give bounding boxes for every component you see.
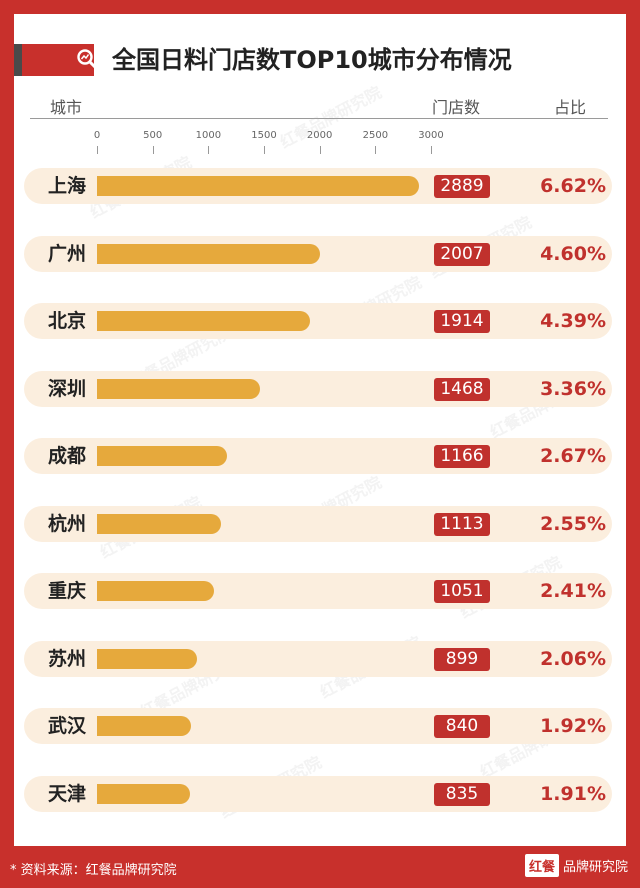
share-label: 3.36%: [540, 377, 606, 400]
share-label: 1.92%: [540, 715, 606, 737]
category-label: 成都: [48, 445, 87, 467]
x-tick-mark: [319, 146, 321, 154]
x-tick-label: 1000: [195, 130, 222, 141]
share-label: 1.91%: [540, 782, 606, 805]
value-label: 1914: [434, 310, 490, 333]
x-tick-mark: [431, 146, 432, 154]
chart-row: 广州 2007 4.60%: [24, 235, 612, 272]
x-tick-label: 500: [143, 130, 163, 141]
chart-row: 深圳 1468 3.36%: [24, 370, 612, 407]
x-tick-label: 1500: [251, 130, 277, 141]
bar: [97, 311, 311, 331]
value-label: 1113: [434, 512, 490, 536]
search-chart-icon: [77, 49, 98, 70]
chart-row: 重庆 1051 2.41%: [24, 573, 612, 609]
header-divider: [30, 118, 608, 119]
x-tick-mark: [97, 146, 98, 154]
category-label: 上海: [48, 175, 87, 197]
x-tick-mark: [208, 146, 210, 154]
category-label: 重庆: [48, 580, 87, 602]
bar: [97, 513, 221, 534]
value-label: 2007: [434, 242, 490, 266]
value-label: 835: [434, 782, 490, 806]
bar: [97, 716, 191, 736]
share-label: 4.39%: [540, 310, 606, 332]
chart-row: 武汉 840 1.92%: [24, 708, 612, 744]
chart-row: 苏州 899 2.06%: [24, 640, 612, 677]
chart-row: 天津 835 1.91%: [24, 775, 612, 812]
column-header-city: 城市: [50, 98, 83, 117]
category-label: 北京: [48, 310, 87, 332]
x-tick-mark: [375, 146, 377, 154]
value-label: 840: [434, 715, 490, 738]
column-header-share: 占比: [554, 98, 587, 117]
category-label: 杭州: [48, 512, 87, 535]
bar: [97, 581, 214, 601]
category-label: 天津: [48, 782, 87, 805]
bar: [97, 783, 190, 804]
bar: [97, 243, 321, 264]
x-tick-label: 0: [93, 130, 101, 141]
brand-logo-mark: 红餐: [524, 853, 559, 877]
chart-row: 上海 2889 6.62%: [24, 168, 612, 204]
brand-logo: 红餐 品牌研究院: [524, 852, 628, 878]
chart-row: 杭州 1113 2.55%: [24, 505, 612, 542]
source-note: * 资料来源：红餐品牌研究院: [10, 863, 177, 878]
value-label: 1051: [434, 580, 490, 603]
brand-logo-text: 品牌研究院: [562, 859, 628, 875]
x-tick-label: 2000: [306, 130, 333, 141]
category-label: 武汉: [48, 715, 87, 737]
column-header-count: 门店数: [432, 98, 481, 117]
value-label: 899: [434, 647, 490, 671]
title-accent-bar: [14, 44, 98, 76]
value-label: 1468: [434, 377, 490, 401]
share-label: 2.55%: [540, 512, 606, 535]
chart-panel: 全国日料门店数TOP10城市分布情况 城市 门店数 占比 0 500 1000 150…: [14, 14, 626, 846]
x-tick-label: 3000: [418, 130, 444, 141]
x-tick-label: 2500: [362, 130, 389, 141]
category-label: 广州: [48, 242, 87, 265]
value-label: 1166: [434, 445, 490, 468]
x-tick-mark: [264, 146, 265, 154]
bar: [97, 648, 198, 669]
category-label: 深圳: [48, 377, 87, 400]
chart-row: 成都 1166 2.67%: [24, 438, 612, 474]
bar: [97, 176, 419, 196]
share-label: 2.67%: [540, 445, 606, 467]
share-label: 6.62%: [540, 175, 606, 197]
chart-title: 全国日料门店数TOP10城市分布情况: [112, 46, 512, 74]
watermark: 红餐品牌研究院: [276, 82, 385, 153]
category-label: 苏州: [48, 647, 87, 670]
bar: [97, 446, 227, 466]
x-tick-mark: [152, 146, 154, 154]
share-label: 4.60%: [540, 242, 606, 265]
share-label: 2.41%: [540, 580, 606, 602]
share-label: 2.06%: [540, 647, 606, 670]
chart-row: 北京 1914 4.39%: [24, 303, 612, 339]
value-label: 2889: [434, 175, 490, 198]
bar: [97, 378, 261, 399]
